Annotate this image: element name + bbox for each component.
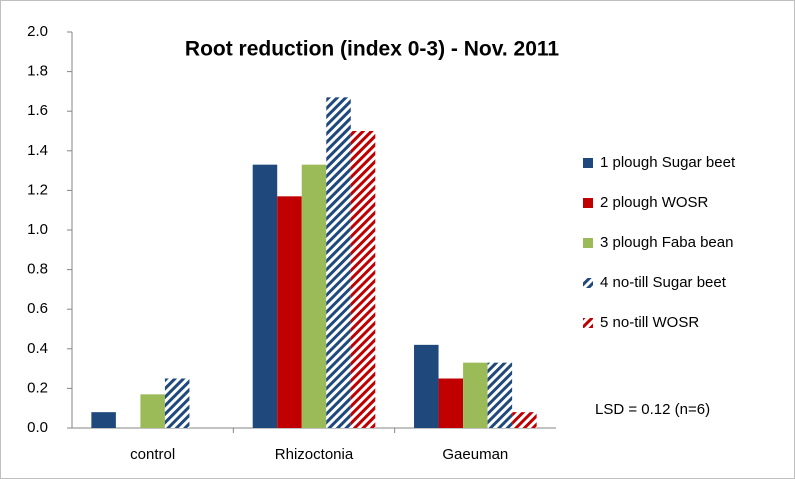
legend-label: 2 plough WOSR bbox=[600, 194, 709, 211]
bar bbox=[326, 97, 351, 428]
chart-title: Root reduction (index 0-3) - Nov. 2011 bbox=[185, 38, 559, 61]
legend-swatch bbox=[583, 158, 593, 168]
legend-label: 4 no-till Sugar beet bbox=[600, 274, 727, 291]
y-tick-label: 0.6 bbox=[27, 300, 48, 317]
legend-label: 5 no-till WOSR bbox=[600, 314, 699, 331]
x-tick-label: control bbox=[130, 446, 175, 463]
annotation: LSD = 0.12 (n=6) bbox=[595, 401, 710, 418]
y-tick-label: 0.2 bbox=[27, 379, 48, 396]
y-tick-label: 0.0 bbox=[27, 419, 48, 436]
y-tick-label: 0.4 bbox=[27, 340, 48, 357]
bar bbox=[512, 412, 537, 428]
y-tick-label: 2.0 bbox=[27, 23, 48, 40]
legend-swatch bbox=[583, 318, 593, 328]
legend-label: 3 plough Faba bean bbox=[600, 234, 733, 251]
legend-swatch bbox=[583, 278, 593, 288]
legend-label: 1 plough Sugar beet bbox=[600, 154, 736, 171]
bar bbox=[414, 344, 439, 428]
bar bbox=[438, 378, 464, 428]
y-tick-label: 1.8 bbox=[27, 63, 48, 80]
bar bbox=[277, 196, 302, 428]
bar bbox=[164, 378, 190, 428]
y-tick-label: 1.2 bbox=[27, 181, 48, 198]
legend-swatch bbox=[583, 238, 593, 248]
x-tick-label: Gaeuman bbox=[442, 446, 508, 463]
bar bbox=[301, 164, 327, 428]
y-tick-label: 1.4 bbox=[27, 142, 48, 159]
y-tick-label: 0.8 bbox=[27, 261, 48, 278]
bar bbox=[252, 164, 278, 428]
bar bbox=[463, 362, 488, 428]
bar bbox=[91, 412, 116, 428]
bar bbox=[350, 131, 376, 428]
y-tick-label: 1.0 bbox=[27, 221, 48, 238]
y-tick-label: 1.6 bbox=[27, 102, 48, 119]
bar bbox=[140, 394, 165, 428]
x-tick-label: Rhizoctonia bbox=[275, 446, 354, 463]
bar bbox=[487, 362, 513, 428]
legend-swatch bbox=[583, 198, 593, 208]
